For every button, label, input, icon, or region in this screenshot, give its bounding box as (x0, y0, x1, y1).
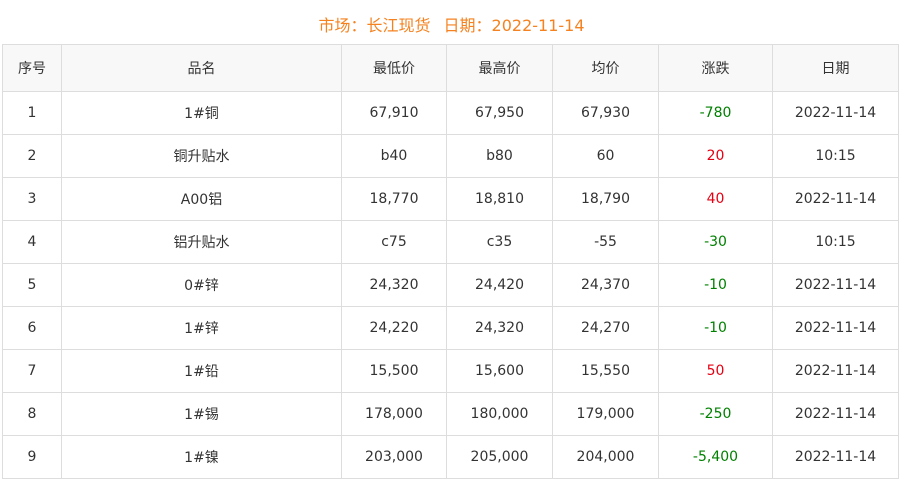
cell-change: -250 (658, 392, 773, 436)
cell-no: 5 (2, 263, 62, 307)
cell-no: 8 (2, 392, 62, 436)
cell-high: 24,420 (446, 263, 553, 307)
cell-low: 24,320 (341, 263, 447, 307)
cell-change: 40 (658, 177, 773, 221)
cell-high: 18,810 (446, 177, 553, 221)
cell-low: 178,000 (341, 392, 447, 436)
cell-avg: 60 (552, 134, 659, 178)
cell-avg: 15,550 (552, 349, 659, 393)
column-header: 最低价 (341, 44, 447, 92)
table-row: 8 1#锡 178,000 180,000 179,000 -250 2022-11-14 (2, 392, 899, 436)
cell-high: 180,000 (446, 392, 553, 436)
cell-no: 9 (2, 435, 62, 479)
cell-date: 10:15 (772, 134, 899, 178)
cell-date: 2022-11-14 (772, 263, 899, 307)
cell-date: 2022-11-14 (772, 177, 899, 221)
cell-name: A00铝 (61, 177, 342, 221)
cell-avg: 67,930 (552, 91, 659, 135)
cell-low: c75 (341, 220, 447, 264)
cell-name: 0#锌 (61, 263, 342, 307)
cell-no: 4 (2, 220, 62, 264)
cell-date: 2022-11-14 (772, 349, 899, 393)
table-row: 9 1#镍 203,000 205,000 204,000 -5,400 2022-11-1… (2, 435, 899, 479)
cell-name: 1#镍 (61, 435, 342, 479)
cell-high: 24,320 (446, 306, 553, 350)
table-row: 4 铝升贴水 c75 c35 -55 -30 10:15 (2, 220, 899, 264)
cell-change: -10 (658, 263, 773, 307)
cell-change: -30 (658, 220, 773, 264)
column-header: 品名 (61, 44, 342, 92)
cell-avg: -55 (552, 220, 659, 264)
column-header: 均价 (552, 44, 659, 92)
table-row: 3 A00铝 18,770 18,810 18,790 40 2022-11-14 (2, 177, 899, 221)
cell-avg: 24,270 (552, 306, 659, 350)
cell-avg: 18,790 (552, 177, 659, 221)
column-header: 最高价 (446, 44, 553, 92)
cell-date: 2022-11-14 (772, 306, 899, 350)
cell-low: b40 (341, 134, 447, 178)
table-header: 序号 品名 最低价 最高价 均价 涨跌 日期 (2, 44, 899, 92)
column-header: 序号 (2, 44, 62, 92)
cell-low: 67,910 (341, 91, 447, 135)
cell-change: 20 (658, 134, 773, 178)
page-title: 市场：长江现货 日期：2022-11-14 (0, 12, 903, 36)
cell-avg: 204,000 (552, 435, 659, 479)
cell-name: 1#铜 (61, 91, 342, 135)
cell-high: 67,950 (446, 91, 553, 135)
cell-name: 铝升贴水 (61, 220, 342, 264)
cell-name: 1#铅 (61, 349, 342, 393)
cell-name: 铜升贴水 (61, 134, 342, 178)
cell-avg: 179,000 (552, 392, 659, 436)
cell-low: 203,000 (341, 435, 447, 479)
cell-date: 2022-11-14 (772, 91, 899, 135)
cell-no: 6 (2, 306, 62, 350)
cell-avg: 24,370 (552, 263, 659, 307)
cell-low: 24,220 (341, 306, 447, 350)
table-row: 6 1#锌 24,220 24,320 24,270 -10 2022-11-14 (2, 306, 899, 350)
cell-date: 2022-11-14 (772, 435, 899, 479)
cell-no: 1 (2, 91, 62, 135)
cell-date: 2022-11-14 (772, 392, 899, 436)
table-row: 1 1#铜 67,910 67,950 67,930 -780 2022-11-14 (2, 91, 899, 135)
column-header: 涨跌 (658, 44, 773, 92)
cell-high: 205,000 (446, 435, 553, 479)
cell-change: -10 (658, 306, 773, 350)
cell-date: 10:15 (772, 220, 899, 264)
cell-high: b80 (446, 134, 553, 178)
table-row: 7 1#铅 15,500 15,600 15,550 50 2022-11-14 (2, 349, 899, 393)
column-header: 日期 (772, 44, 899, 92)
table-row: 2 铜升贴水 b40 b80 60 20 10:15 (2, 134, 899, 178)
cell-high: c35 (446, 220, 553, 264)
cell-change: -780 (658, 91, 773, 135)
table-row: 5 0#锌 24,320 24,420 24,370 -10 2022-11-14 (2, 263, 899, 307)
cell-change: -5,400 (658, 435, 773, 479)
cell-change: 50 (658, 349, 773, 393)
date-label: 日期：2022-11-14 (443, 16, 585, 35)
market-label: 市场：长江现货 (318, 16, 431, 35)
price-table: 序号 品名 最低价 最高价 均价 涨跌 日期 1 1#铜 67,910 67,950 67,930-… (2, 44, 899, 479)
cell-no: 3 (2, 177, 62, 221)
cell-low: 18,770 (341, 177, 447, 221)
cell-name: 1#锡 (61, 392, 342, 436)
cell-high: 15,600 (446, 349, 553, 393)
cell-no: 2 (2, 134, 62, 178)
cell-no: 7 (2, 349, 62, 393)
cell-name: 1#锌 (61, 306, 342, 350)
cell-low: 15,500 (341, 349, 447, 393)
